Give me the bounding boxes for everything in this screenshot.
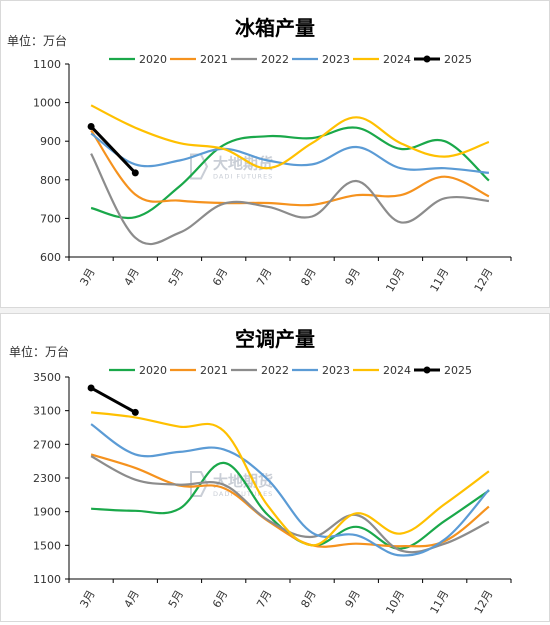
series-line-2022 [90,153,490,246]
y-tick-label: 800 [40,174,61,187]
series-line-2021 [90,129,490,207]
series-line-2024 [90,411,490,547]
x-tick-label: 10月 [383,266,407,294]
series-line-2023 [90,423,490,557]
legend-label-2025: 2025 [444,364,472,377]
series-line-2023 [90,132,490,174]
series-line-2022 [90,455,490,554]
series-line-2025 [90,386,137,414]
ac-production-chart: 空调产量 单位：万台 1100 1500 1900 2300 2700 3100 3500 3… [0,313,550,622]
legend-marker-2025 [423,55,431,63]
x-tick-label: 4月 [122,588,142,610]
x-tick-label: 12月 [472,588,496,616]
x-tick-label: 12月 [472,266,496,294]
data-point-2025 [131,408,139,416]
legend-label-2020: 2020 [139,364,167,377]
legend-label-2022: 2022 [261,53,289,66]
panel-divider [0,308,550,313]
legend-label-2025: 2025 [444,53,472,66]
x-tick-label: 9月 [343,588,363,610]
x-tick-label: 8月 [298,588,318,610]
unit-label: 单位：万台 [7,33,67,48]
series-line-2021 [90,453,490,548]
legend-label-2023: 2023 [322,53,350,66]
series-line-2025 [90,125,137,174]
y-tick-label: 3500 [33,371,61,384]
chart-title: 冰箱产量 [235,16,315,40]
y-tick-label: 2700 [33,438,61,451]
legend-marker-2025 [423,366,431,374]
y-tick-label: 1000 [33,97,61,110]
y-tick-label: 2300 [33,472,61,485]
x-tick-label: 11月 [428,588,452,616]
chart-title: 空调产量 [235,327,315,351]
x-tick-label: 10月 [383,588,407,616]
x-tick-label: 8月 [298,266,318,288]
legend-label-2024: 2024 [383,364,411,377]
legend-label-2020: 2020 [139,53,167,66]
series-line-2024 [90,104,490,170]
y-tick-label: 1100 [33,58,61,71]
y-tick-label: 3100 [33,405,61,418]
ac-chart-svg: 空调产量 单位：万台 1100 1500 1900 2300 2700 3100 3500 3… [9,327,512,616]
y-tick-label: 700 [40,212,61,225]
fridge-production-chart: 冰箱产量 单位：万台 600 700 800 900 1000 1100 3月 4月 5月 6月 7… [0,0,550,308]
x-tick-label: 5月 [166,266,186,288]
x-tick-label: 11月 [428,266,452,294]
x-tick-label: 3月 [77,588,97,610]
y-tick-label: 1500 [33,539,61,552]
data-point-2025 [131,169,139,177]
x-tick-label: 5月 [166,588,186,610]
x-tick-label: 6月 [210,266,230,288]
x-tick-label: 3月 [77,266,97,288]
data-point-2025 [87,123,95,131]
x-tick-label: 6月 [210,588,230,610]
legend-label-2023: 2023 [322,364,350,377]
fridge-chart-svg: 冰箱产量 单位：万台 600 700 800 900 1000 1100 3月 4月 5月 6月 7… [7,16,512,294]
watermark-subtext: DADI FUTURES [213,490,273,498]
watermark-text: 大地期货 [213,155,273,173]
y-tick-label: 1900 [33,506,61,519]
y-tick-label: 600 [40,251,61,264]
legend-label-2021: 2021 [200,364,228,377]
x-tick-label: 4月 [122,266,142,288]
unit-label: 单位：万台 [9,344,69,359]
y-tick-label: 900 [40,135,61,148]
y-tick-label: 1100 [33,573,61,586]
x-tick-label: 7月 [254,266,274,288]
legend-label-2021: 2021 [200,53,228,66]
series-line-2020 [90,126,490,220]
x-tick-label: 7月 [254,588,274,610]
watermark-subtext: DADI FUTURES [213,173,273,181]
x-tick-label: 9月 [343,266,363,288]
legend-label-2024: 2024 [383,53,411,66]
data-point-2025 [87,384,95,392]
watermark-icon [190,471,209,497]
legend-label-2022: 2022 [261,364,289,377]
